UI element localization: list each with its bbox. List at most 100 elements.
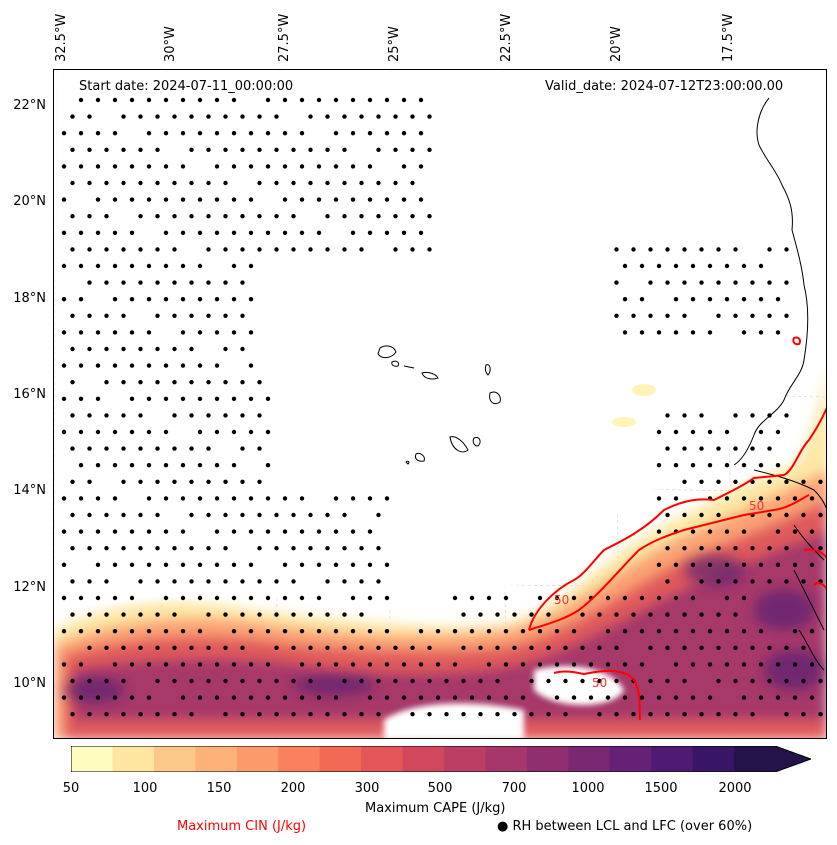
rh-dot xyxy=(231,463,237,468)
rh-dot xyxy=(240,380,245,385)
rh-dot xyxy=(265,629,271,634)
rh-dot xyxy=(257,678,262,684)
rh-dot xyxy=(138,546,143,551)
colorbar-tick: 150 xyxy=(206,781,232,796)
rh-dot xyxy=(427,147,432,152)
rh-dot xyxy=(673,330,679,335)
rh-dot xyxy=(614,645,619,650)
rh-dot xyxy=(291,645,296,650)
rh-dot xyxy=(673,562,679,567)
island-outline xyxy=(391,360,399,367)
rh-dot xyxy=(282,595,288,601)
cape-colorbar xyxy=(71,746,811,772)
rh-dot xyxy=(61,263,67,269)
rh-dot xyxy=(418,629,424,634)
rh-dot xyxy=(87,214,92,219)
rh-dot xyxy=(206,413,211,418)
rh-dot xyxy=(648,247,653,252)
island-outline xyxy=(484,364,491,376)
rh-dot xyxy=(87,678,92,684)
colorbar-segment xyxy=(361,746,404,772)
rh-dot xyxy=(248,595,254,601)
rh-dot xyxy=(257,114,262,119)
rh-dot xyxy=(469,629,475,634)
rh-dot xyxy=(673,496,679,501)
rh-dot xyxy=(384,97,390,103)
rh-dot xyxy=(716,612,721,617)
rh-dot xyxy=(418,230,424,235)
rh-dot xyxy=(648,645,653,650)
rh-dot xyxy=(631,247,636,252)
rh-dot xyxy=(87,579,92,584)
rh-dot xyxy=(750,313,755,318)
rh-dot xyxy=(384,496,390,501)
rh-dot xyxy=(384,197,390,202)
rh-dot xyxy=(733,678,738,684)
rh-dot xyxy=(801,645,806,650)
rh-dot xyxy=(121,512,126,518)
cin-contour xyxy=(528,494,810,631)
rh-dot xyxy=(529,712,534,717)
rh-dot xyxy=(308,247,313,252)
rh-dot xyxy=(121,313,126,318)
rh-dot xyxy=(231,529,237,534)
rh-dot xyxy=(214,330,220,335)
rh-dot xyxy=(758,263,764,269)
rh-dot xyxy=(104,214,109,219)
rh-dot xyxy=(410,247,415,252)
rh-dot xyxy=(189,678,194,684)
rh-dot xyxy=(223,280,228,285)
rh-dot xyxy=(656,695,662,700)
rh-dot xyxy=(206,446,211,451)
rh-dot xyxy=(172,380,177,385)
rh-dot xyxy=(299,562,305,567)
rh-dot xyxy=(78,297,84,302)
cin-contour xyxy=(792,336,802,346)
rh-dot xyxy=(537,629,543,634)
rh-dot xyxy=(282,562,288,567)
rh-dot xyxy=(580,645,585,650)
rh-dot xyxy=(197,131,203,136)
rh-dot xyxy=(282,496,288,501)
rh-dot xyxy=(325,645,330,650)
rh-dot xyxy=(248,230,254,235)
rh-dot xyxy=(342,512,347,518)
rh-dot xyxy=(342,579,347,584)
rh-dot xyxy=(248,396,254,401)
rh-dot xyxy=(393,247,398,252)
rh-dot xyxy=(282,629,288,634)
rh-dot xyxy=(257,214,262,219)
rh-dot xyxy=(767,280,772,285)
colorbar-tick: 300 xyxy=(354,781,380,796)
rh-dot xyxy=(350,230,356,235)
rh-dot xyxy=(138,512,143,518)
cape-field xyxy=(54,374,826,738)
rh-dot xyxy=(588,662,594,667)
rh-dot xyxy=(172,479,177,484)
colorbar-segment xyxy=(443,746,486,772)
colorbar-segment xyxy=(236,746,279,772)
rh-dot xyxy=(682,280,687,285)
rh-dot xyxy=(70,579,75,584)
rh-dot xyxy=(342,147,347,152)
map-panel[interactable]: 50 50 50 Start date: 2024-07-11_00:00:00… xyxy=(53,69,827,739)
cin-contour-labels: 50 50 50 xyxy=(554,499,764,690)
rh-dot xyxy=(716,712,721,717)
rh-dot xyxy=(665,313,670,318)
rh-dot xyxy=(325,180,330,186)
rh-dot xyxy=(231,297,237,302)
rh-dot xyxy=(180,496,186,501)
rh-dot xyxy=(690,529,696,534)
rh-dot xyxy=(129,97,135,103)
rh-dot xyxy=(410,712,415,717)
rh-dot xyxy=(180,529,186,534)
rh-dot xyxy=(87,446,92,451)
rh-dot xyxy=(240,280,245,285)
rh-dot xyxy=(265,463,271,468)
rh-dot xyxy=(78,429,84,435)
rh-dot xyxy=(342,247,347,252)
cape-spot xyxy=(754,590,814,630)
rh-dot xyxy=(231,131,237,136)
rh-dot xyxy=(112,429,118,435)
rh-dot xyxy=(61,496,67,501)
